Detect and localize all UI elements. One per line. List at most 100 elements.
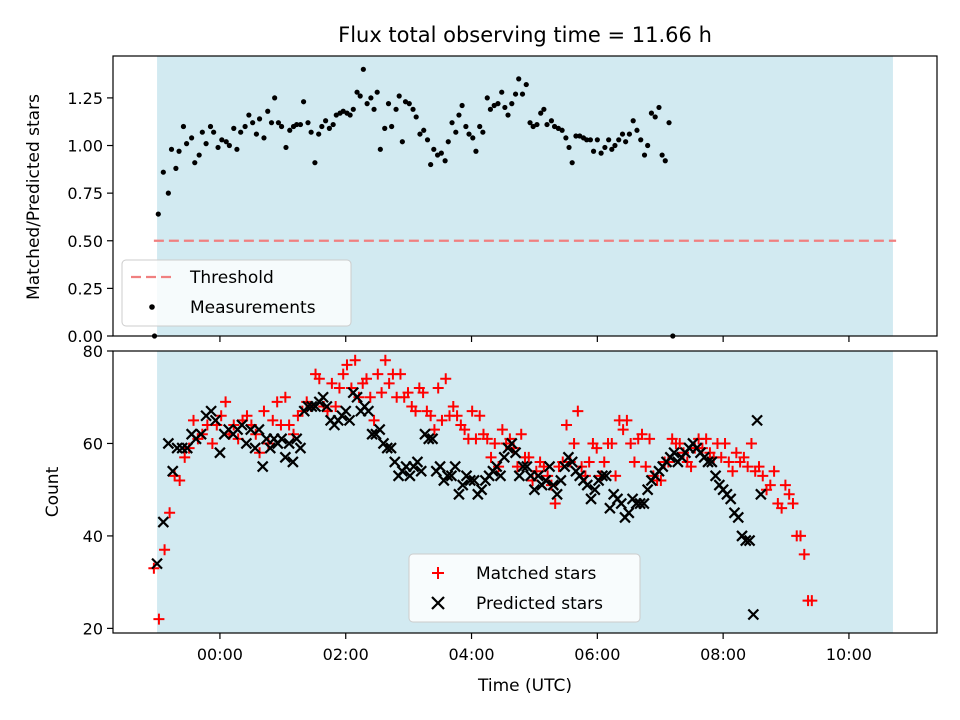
predicted-star-point	[615, 497, 628, 510]
predicted-star-point	[249, 442, 261, 454]
top-y-tick-label: 0.50	[67, 232, 103, 251]
predicted-star-point	[521, 460, 533, 473]
predicted-star-point	[283, 437, 295, 450]
matched-star-point	[787, 498, 799, 510]
measurement-point	[602, 144, 608, 151]
predicted-star-point	[740, 534, 752, 547]
matched-star-point	[610, 470, 622, 482]
matched-star-point	[466, 405, 478, 417]
predicted-star-point	[743, 534, 756, 547]
measurement-point	[445, 139, 451, 145]
matched-star-point	[364, 391, 376, 403]
matched-star-point	[655, 474, 667, 486]
measurement-point	[189, 135, 195, 141]
measurement-point	[354, 89, 360, 95]
measurement-point	[183, 141, 190, 147]
matched-star-point	[745, 437, 757, 449]
bottom-x-ticks: 00:00 02:00 04:00 06:00 08:00 10:00	[197, 633, 872, 664]
measurement-point	[265, 108, 271, 114]
predicted-star-point	[634, 497, 646, 510]
measurement-point	[523, 81, 529, 88]
predicted-star-point	[362, 405, 375, 417]
measurement-point	[463, 123, 469, 130]
matched-star-point	[538, 461, 550, 473]
matched-star-point	[417, 387, 429, 399]
matched-star-point	[606, 437, 618, 449]
predicted-star-point	[214, 446, 226, 459]
bottom-y-tick-label: 60	[83, 434, 103, 453]
measurement-point	[219, 137, 225, 143]
predicted-star-point	[275, 433, 288, 445]
matched-star-point	[402, 387, 414, 399]
measurement-point	[477, 123, 483, 130]
matched-star-point	[179, 451, 191, 463]
measurement-point	[587, 137, 594, 143]
bottom-legend-box	[408, 553, 641, 623]
matched-star-point	[410, 405, 422, 417]
measurement-point	[326, 125, 332, 131]
measurement-point	[203, 141, 209, 147]
matched-star-point	[730, 447, 742, 459]
measurement-point	[590, 148, 597, 154]
bottom-legend: Matched stars Predicted stars	[408, 553, 641, 623]
measurement-point	[573, 133, 579, 139]
predicted-star-point	[581, 479, 594, 491]
top-y-tick-label: 0.75	[67, 184, 103, 203]
measurement-point	[256, 116, 263, 122]
measurement-point	[223, 139, 229, 145]
top-axes-frame	[112, 55, 938, 337]
measurement-point	[168, 146, 175, 152]
measurement-point	[308, 129, 314, 135]
matched-star-point	[428, 424, 440, 436]
predicted-star-point	[543, 460, 556, 473]
matched-star-point	[368, 414, 380, 426]
matched-star-point	[719, 437, 731, 449]
legend-predicted-label: Predicted stars	[476, 594, 603, 614]
predicted-star-point	[509, 446, 522, 459]
predicted-star-point	[589, 483, 601, 496]
measurement-point	[250, 120, 256, 126]
measurement-point	[330, 121, 336, 128]
matched-star-point	[379, 354, 391, 366]
measurement-point	[594, 137, 600, 143]
bottom-x-tick-label: 02:00	[323, 645, 369, 664]
predicted-star-point	[256, 460, 269, 473]
predicted-star-point	[513, 470, 526, 482]
predicted-star-point	[171, 442, 183, 454]
measurement-point	[389, 123, 395, 130]
measurement-point	[297, 121, 304, 128]
matched-star-point	[326, 377, 338, 389]
predicted-star-point	[236, 419, 248, 431]
matched-star-point	[470, 433, 482, 445]
matched-star-point	[738, 451, 750, 463]
matched-star-point	[394, 368, 406, 380]
predicted-star-point	[426, 433, 439, 445]
predicted-star-point	[253, 423, 265, 436]
measurement-point	[305, 120, 311, 126]
measurement-point	[609, 146, 615, 152]
measurement-point	[196, 152, 202, 158]
predicted-star-point	[415, 465, 427, 477]
predicted-star-point	[539, 474, 552, 487]
matched-star-point	[164, 507, 176, 519]
matched-star-point	[511, 461, 523, 473]
predicted-star-point	[528, 483, 541, 496]
matched-star-point	[183, 442, 195, 454]
matched-star-point	[798, 548, 810, 560]
measurement-point	[374, 89, 380, 95]
legend-matched-label: Matched stars	[476, 564, 596, 584]
measurement-point	[173, 165, 179, 171]
matched-star-point	[598, 456, 610, 468]
predicted-star-point	[517, 460, 529, 473]
predicted-star-point	[732, 511, 745, 524]
measurement-point	[368, 95, 374, 101]
matched-star-point	[700, 433, 712, 445]
predicted-star-point	[366, 428, 378, 440]
predicted-star-point	[751, 414, 763, 427]
measurement-point	[499, 89, 505, 95]
matched-star-point	[591, 442, 603, 454]
matched-star-point	[644, 433, 656, 445]
predicted-star-point	[547, 479, 560, 491]
predicted-star-point	[456, 479, 469, 491]
matched-star-point	[496, 424, 508, 436]
